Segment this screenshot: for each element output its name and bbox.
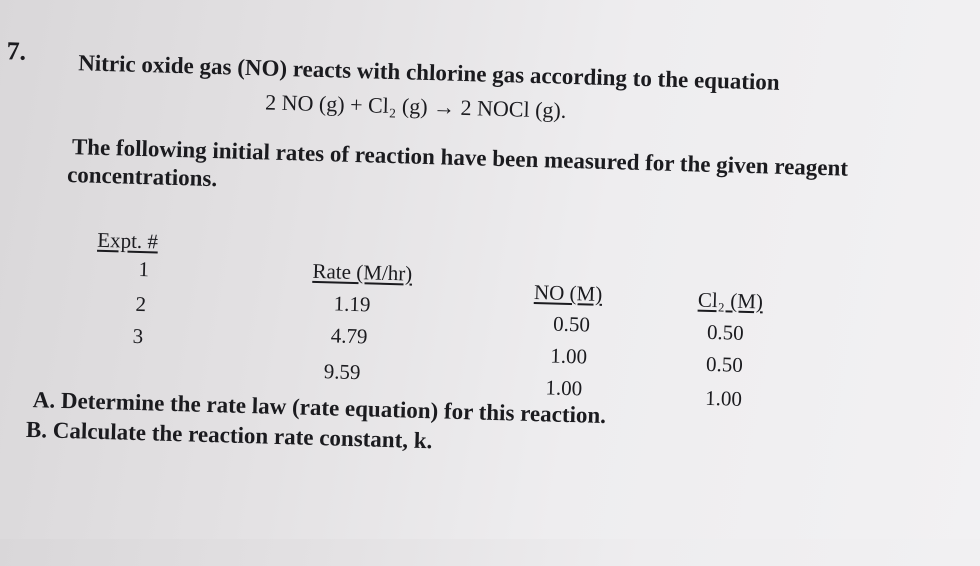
- cl2-conc-cell: 0.50: [705, 351, 744, 377]
- header-expt: Expt. #: [97, 227, 159, 254]
- question-intro: Nitric oxide gas (NO) reacts with chlori…: [77, 50, 780, 95]
- no-conc-cell: 1.00: [549, 343, 588, 369]
- rate-cell: 1.19: [333, 291, 371, 317]
- question-number: 7.: [6, 36, 27, 66]
- header-rate: Rate (M/hr): [312, 258, 413, 286]
- cl2-conc-cell: 1.00: [704, 385, 743, 411]
- expt-cell: 3: [132, 323, 144, 349]
- no-conc-cell: 1.00: [545, 375, 583, 401]
- reaction-equation: 2 NO (g) + Cl₂ (g) → 2 NOCl (g).: [264, 89, 567, 123]
- cl2-conc-cell: 0.50: [706, 319, 745, 345]
- rate-cell: 9.59: [323, 359, 361, 385]
- expt-cell: 1: [138, 256, 150, 282]
- header-cl2: Cl₂ (M): [697, 287, 764, 314]
- header-no: NO (M): [533, 280, 603, 306]
- no-conc-cell: 0.50: [552, 311, 591, 337]
- expt-cell: 2: [135, 291, 147, 317]
- paragraph-line-2: concentrations.: [66, 161, 218, 192]
- rate-cell: 4.79: [330, 323, 368, 349]
